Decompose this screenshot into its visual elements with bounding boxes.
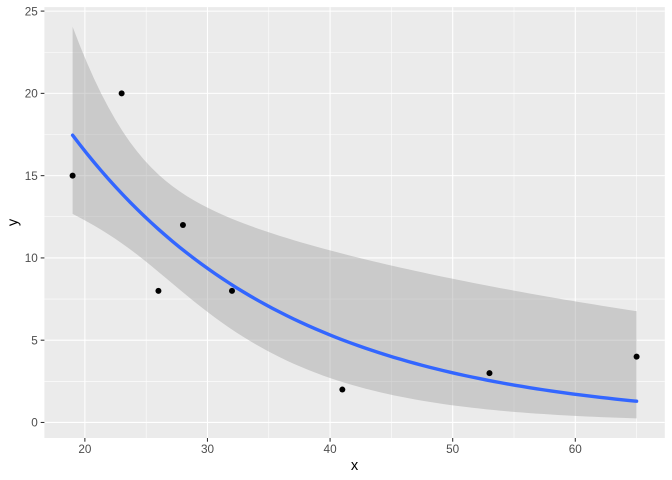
svg-text:25: 25 (25, 5, 39, 18)
svg-text:20: 20 (78, 443, 92, 456)
svg-text:40: 40 (324, 443, 338, 456)
svg-text:10: 10 (25, 252, 39, 265)
svg-text:20: 20 (25, 88, 39, 101)
svg-text:0: 0 (31, 417, 38, 430)
svg-text:5: 5 (31, 334, 38, 347)
svg-text:y: y (5, 218, 21, 226)
svg-text:60: 60 (569, 443, 583, 456)
svg-text:15: 15 (25, 170, 39, 183)
svg-text:50: 50 (446, 443, 460, 456)
svg-text:30: 30 (201, 443, 215, 456)
svg-text:x: x (351, 458, 359, 474)
